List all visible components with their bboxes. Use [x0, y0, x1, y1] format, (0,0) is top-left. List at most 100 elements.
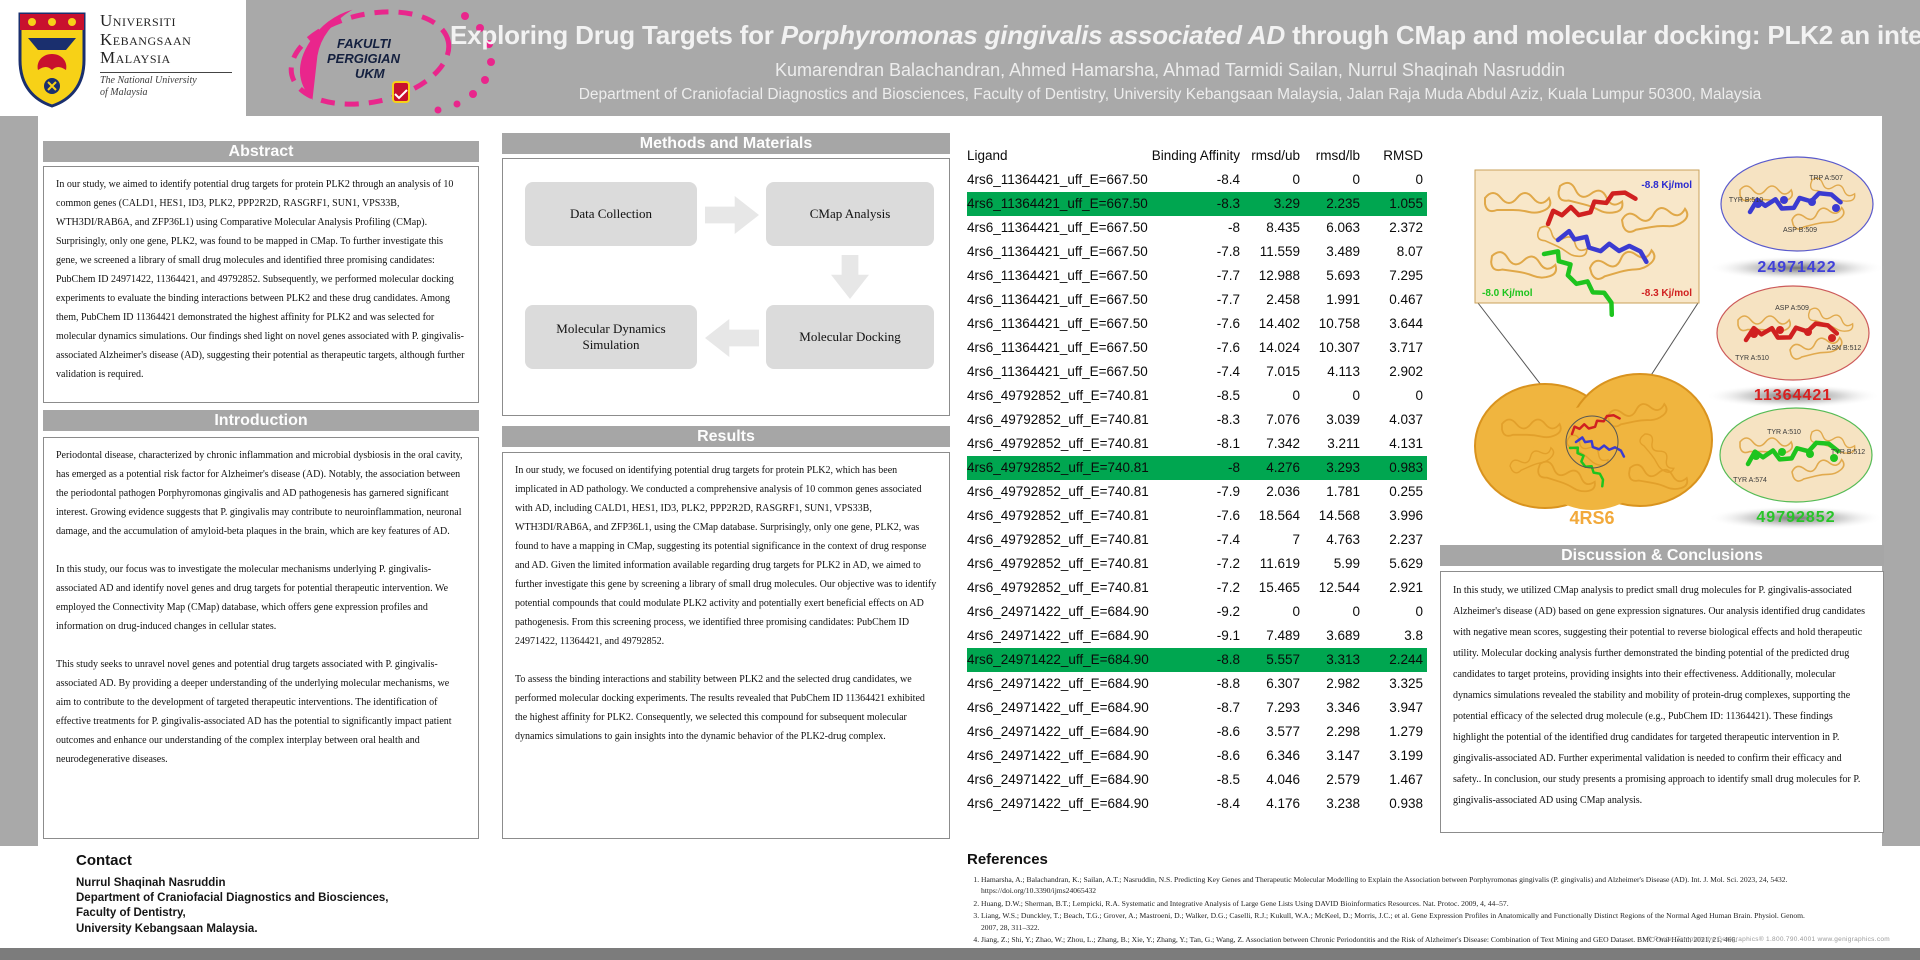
reference-item: Hamarsha, A.; Balachandran, K.; Sailan, … — [981, 874, 1807, 897]
value-cell: 14.024 — [1258, 340, 1300, 355]
ligand-cell: 4rs6_49792852_uff_E=740.81 — [967, 532, 1149, 547]
introduction-text: Periodontal disease, characterized by ch… — [43, 437, 479, 839]
value-cell: 11.559 — [1259, 244, 1300, 259]
value-cell: 0.983 — [1389, 460, 1423, 475]
references-block: Hamarsha, A.; Balachandran, K.; Sailan, … — [967, 874, 1807, 946]
value-cell: 2.982 — [1326, 676, 1360, 691]
value-cell: -8 — [1227, 220, 1240, 235]
value-cell: 3.211 — [1327, 436, 1360, 451]
value-cell: -7.6 — [1216, 316, 1240, 331]
value-cell: 7.295 — [1389, 268, 1423, 283]
table-row: 4rs6_11364421_uff_E=667.50 -7.6 14.402 10.7… — [967, 312, 1427, 336]
value-cell: -7.8 — [1216, 244, 1240, 259]
value-cell: 4.763 — [1326, 532, 1360, 547]
value-cell: 18.564 — [1258, 508, 1300, 523]
residue-label: ASP A:509 — [1775, 305, 1809, 312]
introduction-header: Introduction — [43, 410, 479, 431]
value-cell: 2.372 — [1389, 220, 1423, 235]
references-list: Hamarsha, A.; Balachandran, K.; Sailan, … — [967, 874, 1807, 945]
value-cell: -8.8 — [1216, 676, 1240, 691]
university-logo-patch: Universiti Kebangsaan Malaysia The Natio… — [0, 0, 246, 116]
value-cell: 3.644 — [1389, 316, 1423, 331]
flow-step-md-simulation: Molecular Dynamics Simulation — [525, 305, 697, 369]
value-cell: 2.237 — [1389, 532, 1423, 547]
value-cell: 7.293 — [1266, 700, 1300, 715]
value-cell: 0 — [1352, 172, 1360, 187]
ligand-cell: 4rs6_49792852_uff_E=740.81 — [967, 436, 1149, 451]
results-paragraph: To assess the binding interactions and s… — [515, 674, 925, 742]
table-row: 4rs6_11364421_uff_E=667.50 -8.3 3.29 2.235 1… — [967, 192, 1427, 216]
flow-step-data-collection: Data Collection — [525, 182, 697, 246]
table-row: 4rs6_11364421_uff_E=667.50 -7.4 7.015 4.113… — [967, 360, 1427, 384]
table-row: 4rs6_49792852_uff_E=740.81 -7.2 11.619 5.99… — [967, 552, 1427, 576]
introduction-paragraph: Periodontal disease, characterized by ch… — [56, 450, 463, 537]
value-cell: 0 — [1415, 604, 1423, 619]
value-cell: -7.6 — [1216, 340, 1240, 355]
value-cell: -8.7 — [1216, 700, 1240, 715]
value-cell: 3.147 — [1326, 748, 1360, 763]
reference-item: Huang, D.W.; Sherman, B.T.; Lempicki, R.… — [981, 898, 1807, 909]
value-cell: 8.435 — [1266, 220, 1300, 235]
value-cell: 2.244 — [1389, 652, 1423, 667]
column-header: rmsd/ub — [1251, 148, 1300, 163]
arrow-left-icon — [705, 319, 759, 357]
table-row: 4rs6_24971422_uff_E=684.90 -8.5 4.046 2.579… — [967, 768, 1427, 792]
column-header: Ligand — [967, 148, 1008, 163]
affiliation-line: Department of Craniofacial Diagnostics a… — [578, 86, 1762, 103]
value-cell: 2.458 — [1266, 292, 1300, 307]
affinity-label-red: -8.3 Kj/mol — [1641, 288, 1692, 299]
ligand-cell: 4rs6_24971422_uff_E=684.90 — [967, 748, 1149, 763]
value-cell: 0.938 — [1389, 796, 1423, 811]
ligand-cell: 4rs6_49792852_uff_E=740.81 — [967, 580, 1149, 595]
value-cell: 15.465 — [1258, 580, 1300, 595]
value-cell: 6.307 — [1266, 676, 1300, 691]
value-cell: 0.467 — [1389, 292, 1423, 307]
reference-item: Jiang, Z.; Shi, Y.; Zhao, W.; Zhou, L.; … — [981, 934, 1807, 945]
value-cell: 5.629 — [1389, 556, 1423, 571]
value-cell: 3.325 — [1389, 676, 1423, 691]
contact-line: University Kebangsaan Malaysia. — [76, 922, 258, 935]
table-row: 4rs6_49792852_uff_E=740.81 -8 4.276 3.293 0.… — [967, 456, 1427, 480]
residue-label: TYR B:512 — [1831, 449, 1865, 456]
value-cell: 7.015 — [1266, 364, 1300, 379]
table-row: 4rs6_24971422_uff_E=684.90 -8.6 3.577 2.298… — [967, 720, 1427, 744]
value-cell: 3.8 — [1404, 628, 1423, 643]
pubchem-id-24971422: 24971422 — [1757, 259, 1836, 276]
value-cell: -8.4 — [1216, 172, 1240, 187]
value-cell: -7.9 — [1216, 484, 1240, 499]
table-row: 4rs6_11364421_uff_E=667.50 -7.6 14.024 10.3… — [967, 336, 1427, 360]
results-paragraph: In our study, we focused on identifying … — [515, 465, 937, 647]
value-cell: -8 — [1227, 460, 1240, 475]
flow-step-cmap-analysis: CMap Analysis — [766, 182, 934, 246]
residue-label: TYR A:510 — [1735, 355, 1769, 362]
column-header: RMSD — [1383, 148, 1423, 163]
value-cell: -7.4 — [1216, 364, 1240, 379]
value-cell: 4.046 — [1266, 772, 1300, 787]
value-cell: -8.5 — [1216, 388, 1240, 403]
value-cell: 1.781 — [1326, 484, 1360, 499]
value-cell: 4.131 — [1389, 436, 1423, 451]
introduction-paragraph: In this study, our focus was to investig… — [56, 564, 449, 632]
ligand-panel-11364421: ASP A:509 TYR A:510 ASN B:512 — [1716, 285, 1870, 381]
results-header: Results — [502, 426, 950, 447]
value-cell: -8.3 — [1216, 196, 1240, 211]
table-row: 4rs6_11364421_uff_E=667.50 -7.8 11.559 3.48… — [967, 240, 1427, 264]
ligand-cell: 4rs6_49792852_uff_E=740.81 — [967, 388, 1149, 403]
value-cell: 0.255 — [1389, 484, 1423, 499]
ligand-cell: 4rs6_24971422_uff_E=684.90 — [967, 796, 1149, 811]
ligand-panel-24971422: TRP A:507 TYR B:510 ASP B:509 — [1720, 156, 1874, 252]
value-cell: -8.6 — [1216, 748, 1240, 763]
methods-header: Methods and Materials — [502, 133, 950, 154]
ligand-cell: 4rs6_11364421_uff_E=667.50 — [967, 220, 1148, 235]
ligand-cell: 4rs6_49792852_uff_E=740.81 — [967, 556, 1149, 571]
table-row: 4rs6_11364421_uff_E=667.50 -7.7 12.988 5.69… — [967, 264, 1427, 288]
table-row: 4rs6_49792852_uff_E=740.81 -8.5 0 0 0 — [967, 384, 1427, 408]
value-cell: 14.568 — [1318, 508, 1360, 523]
ligand-cell: 4rs6_11364421_uff_E=667.50 — [967, 196, 1148, 211]
value-cell: 12.988 — [1258, 268, 1300, 283]
discussion-header: Discussion & Conclusions — [1440, 545, 1884, 566]
poster-title: Exploring Drug Targets for Porphyromonas… — [450, 20, 1920, 50]
protein-label-4rs6: 4RS6 — [1569, 508, 1614, 528]
ligand-cell: 4rs6_11364421_uff_E=667.50 — [967, 172, 1148, 187]
value-cell: 2.298 — [1326, 724, 1360, 739]
